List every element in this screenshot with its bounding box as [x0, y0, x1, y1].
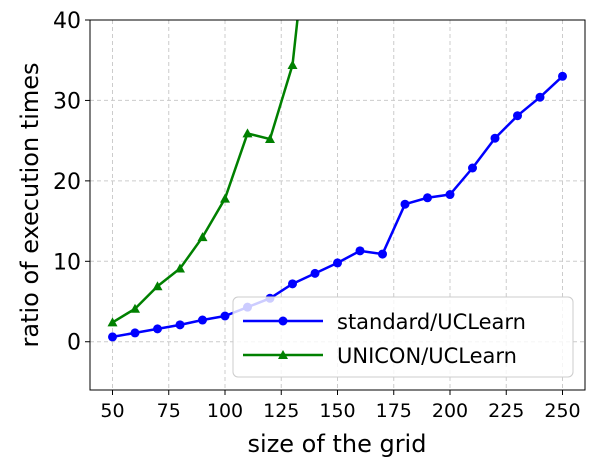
- legend-marker: [278, 316, 288, 326]
- data-point: [333, 258, 342, 268]
- data-point: [153, 324, 162, 334]
- data-point: [265, 134, 275, 144]
- data-point: [197, 232, 208, 242]
- y-tick-label: 40: [53, 9, 81, 34]
- y-tick-label: 30: [53, 89, 81, 114]
- y-tick-label: 10: [53, 250, 81, 275]
- y-tick-label: 0: [67, 331, 81, 356]
- x-tick-label: 225: [488, 400, 524, 422]
- y-axis-label: ratio of execution times: [16, 62, 44, 347]
- data-point: [175, 320, 185, 330]
- ticks: 50 75 100 125 150 175 200 225 250 0 10 20 30 40: [53, 9, 581, 422]
- legend-box: [232, 296, 574, 378]
- data-point: [445, 190, 455, 200]
- x-tick-label: 150: [319, 400, 355, 422]
- x-tick-label: 50: [100, 400, 124, 422]
- series-layer: [107, 20, 567, 342]
- data-point: [400, 199, 410, 209]
- data-point: [490, 133, 500, 143]
- x-tick-label: 100: [207, 400, 243, 422]
- data-point: [558, 71, 567, 81]
- legend: standard/UCLearn UNICON/UCLearn: [232, 296, 574, 378]
- data-point: [242, 128, 253, 138]
- legend-label: standard/UCLearn: [337, 310, 526, 334]
- data-point: [220, 311, 230, 321]
- legend-entry: standard/UCLearn: [243, 310, 526, 334]
- data-point: [108, 332, 117, 342]
- data-point: [130, 328, 140, 338]
- series-standard-uclearn: [108, 71, 567, 342]
- data-point: [198, 315, 207, 325]
- data-point: [513, 111, 522, 121]
- x-tick-label: 75: [157, 400, 181, 422]
- data-point: [423, 193, 432, 203]
- x-axis-label: size of the grid: [248, 430, 427, 458]
- legend-entry: UNICON/UCLearn: [243, 344, 517, 368]
- data-point: [378, 249, 387, 259]
- data-point: [220, 193, 230, 203]
- x-tick-label: 200: [432, 400, 468, 422]
- legend-marker: [278, 350, 288, 359]
- x-tick-label: 250: [544, 400, 580, 422]
- data-point: [287, 60, 298, 70]
- data-point: [468, 163, 477, 173]
- legend-label: UNICON/UCLearn: [337, 344, 517, 368]
- series-line: [111, 20, 299, 324]
- data-point: [535, 92, 545, 102]
- data-point: [175, 263, 185, 273]
- y-tick-label: 20: [53, 170, 81, 195]
- data-point: [107, 317, 118, 327]
- data-point: [310, 268, 320, 278]
- data-point: [288, 279, 297, 289]
- data-point: [152, 281, 163, 291]
- data-point: [130, 303, 140, 313]
- x-tick-label: 125: [263, 400, 299, 422]
- x-tick-label: 175: [376, 400, 412, 422]
- series-unicon-uclearn: [107, 20, 299, 327]
- data-point: [355, 246, 365, 256]
